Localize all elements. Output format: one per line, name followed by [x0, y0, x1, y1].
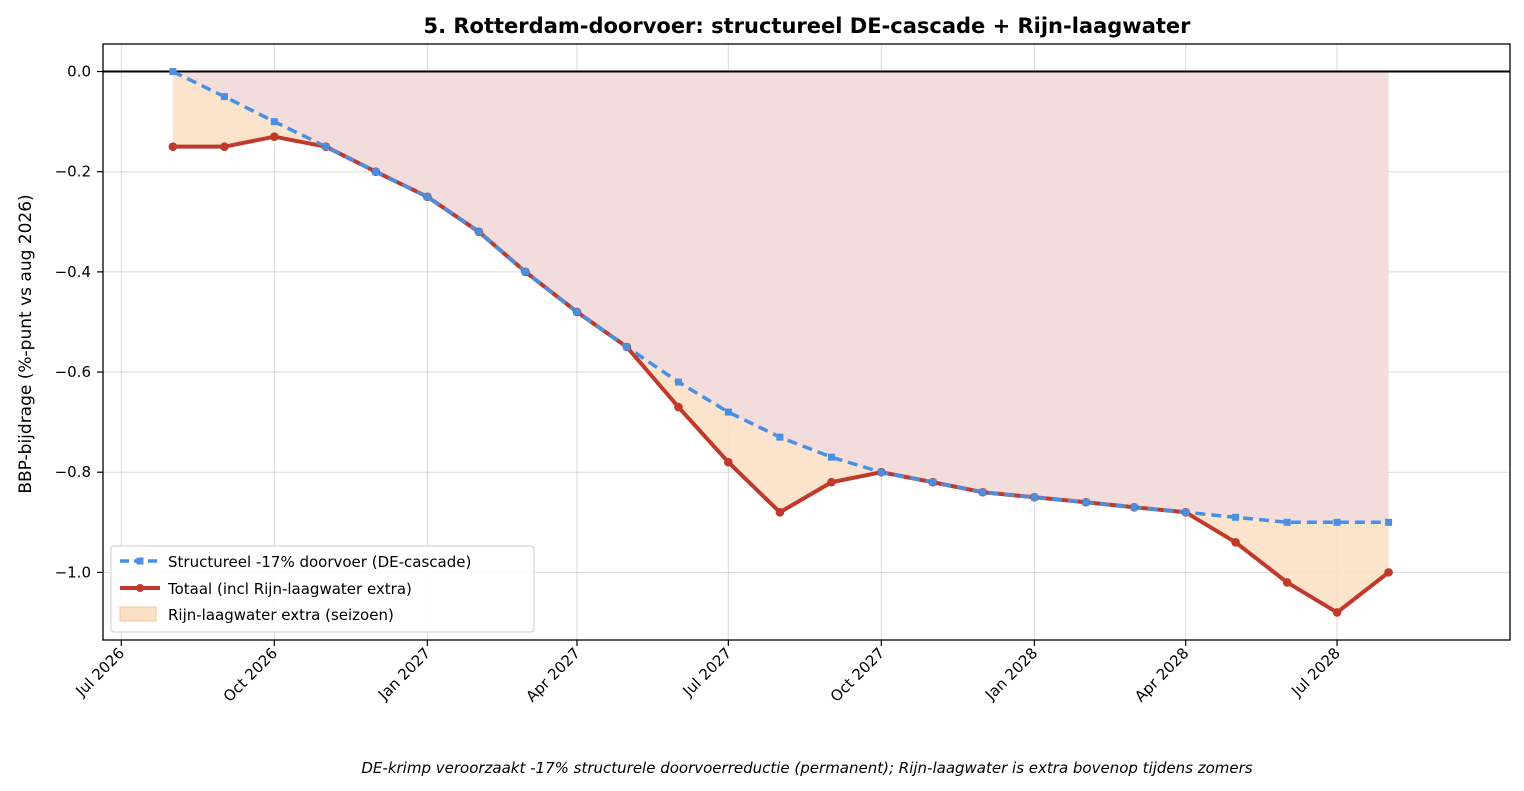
point-total — [674, 402, 683, 412]
point-structural — [372, 168, 380, 176]
point-total — [1384, 568, 1393, 577]
point-structural — [1333, 518, 1341, 526]
point-structural — [475, 228, 483, 236]
x-tick-label: Jul 2026 — [72, 644, 129, 701]
point-total — [775, 507, 785, 517]
y-tick-label: −0.6 — [55, 363, 91, 381]
point-structural — [1082, 498, 1090, 506]
point-structural — [929, 478, 937, 486]
point-structural — [1182, 508, 1190, 516]
point-structural — [220, 93, 228, 101]
x-tick-label: Oct 2027 — [827, 644, 888, 705]
y-tick-label: −0.4 — [55, 263, 91, 281]
point-total — [1231, 538, 1240, 547]
structural-area — [172, 71, 1389, 523]
point-structural — [776, 433, 784, 441]
point-structural — [1130, 503, 1138, 511]
legend-label-total: Totaal (incl Rijn-laagwater extra) — [167, 580, 412, 598]
point-total — [827, 477, 836, 487]
x-axis: Jul 2026 Oct 2026 Jan 2027 Apr 2027 Jul 2027… — [72, 640, 1344, 706]
point-total — [724, 457, 733, 467]
legend: Structureel -17% doorvoer (DE-cascade) T… — [110, 545, 535, 633]
point-structural — [1283, 518, 1291, 526]
point-structural — [573, 308, 581, 316]
y-tick-label: −0.2 — [55, 163, 91, 181]
point-structural — [521, 268, 529, 276]
legend-label-structural: Structureel -17% doorvoer (DE-cascade) — [168, 553, 471, 571]
plot-frame — [102, 43, 1511, 641]
legend-marker-structural — [136, 557, 144, 565]
x-tick-label: Jul 2028 — [1287, 644, 1344, 701]
point-structural — [877, 468, 885, 476]
point-structural — [674, 378, 682, 386]
fill-areas — [172, 71, 1389, 613]
x-tick-label: Jul 2027 — [679, 644, 736, 701]
rijn-extra-area — [172, 71, 1389, 613]
legend-label-rijn-extra: Rijn-laagwater extra (seizoen) — [168, 606, 394, 624]
legend-marker-total — [136, 584, 144, 592]
point-structural — [1385, 518, 1393, 526]
point-structural — [322, 143, 330, 151]
x-tick-label: Apr 2028 — [1131, 644, 1192, 705]
point-structural — [979, 488, 987, 496]
y-axis: 0.0 −0.2 −0.4 −0.6 −0.8 −1.0 — [55, 63, 103, 581]
point-structural — [827, 453, 835, 461]
series-lines — [168, 68, 1393, 617]
point-structural — [724, 408, 732, 416]
y-tick-label: 0.0 — [67, 63, 91, 81]
legend-swatch-rijn-extra — [119, 606, 157, 622]
chart-title: 5. Rotterdam-doorvoer: structureel DE-ca… — [423, 14, 1191, 38]
point-total — [1332, 608, 1342, 617]
point-total — [220, 142, 229, 151]
point-total — [1282, 578, 1292, 587]
point-total — [168, 142, 178, 151]
point-structural — [270, 118, 278, 126]
x-tick-label: Jan 2027 — [374, 644, 434, 704]
point-structural — [1030, 493, 1038, 501]
y-tick-label: −0.8 — [55, 463, 91, 481]
y-tick-label: −1.0 — [55, 563, 91, 581]
point-structural — [423, 193, 431, 201]
chart-caption: DE-krimp veroorzaakt -17% structurele do… — [361, 759, 1252, 777]
y-axis-label: BBP-bijdrage (%-punt vs aug 2026) — [16, 194, 36, 493]
x-tick-label: Oct 2026 — [220, 644, 281, 705]
point-structural — [1232, 513, 1240, 521]
x-tick-label: Jan 2028 — [981, 644, 1041, 704]
point-structural — [169, 68, 177, 76]
point-structural — [623, 343, 631, 351]
point-total — [270, 132, 279, 141]
x-tick-label: Apr 2027 — [522, 644, 583, 705]
legend-box — [110, 545, 535, 633]
